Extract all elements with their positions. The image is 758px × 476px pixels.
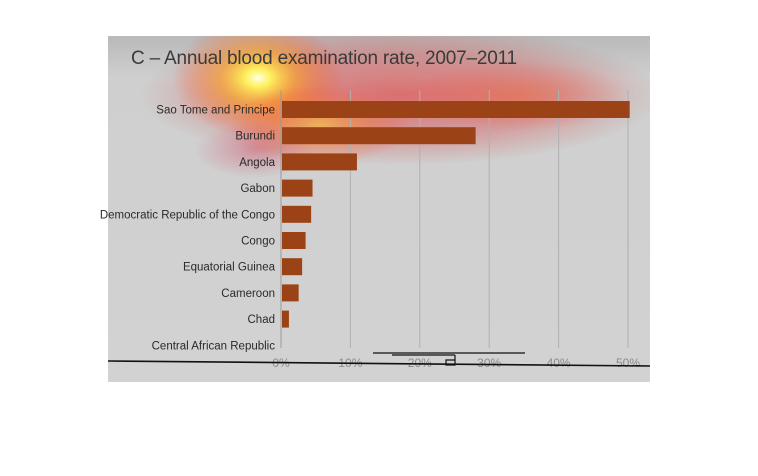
chart-title: C – Annual blood examination rate, 2007–… [131,48,517,69]
bar [282,127,476,145]
category-label: Cameroon [221,288,275,300]
category-label: Chad [248,314,276,326]
x-tick-label: 20% [408,356,432,370]
category-label: Gabon [240,183,275,195]
bar [282,153,357,171]
bars [282,101,630,328]
category-label: Burundi [235,131,275,143]
x-tick-label: 30% [477,356,501,370]
category-label: Central African Republic [152,340,276,352]
category-label: Angola [239,157,275,169]
category-label: Democratic Republic of the Congo [100,209,275,221]
x-axis-rule [107,360,651,367]
category-labels: Sao Tome and Principe Burundi Angola Gabon D… [100,105,276,353]
category-label: Congo [241,236,275,248]
bar [282,310,289,328]
bar [282,101,630,118]
bar [282,179,313,197]
bar [282,232,306,249]
bar [282,205,312,223]
x-tick-label: 50% [616,356,640,370]
bar [282,258,303,276]
category-label: Sao Tome and Principe [156,105,275,117]
annotation-stroke [373,352,525,366]
category-label: Equatorial Guinea [183,262,276,274]
bar [282,284,299,302]
x-tick-label: 40% [547,356,571,370]
